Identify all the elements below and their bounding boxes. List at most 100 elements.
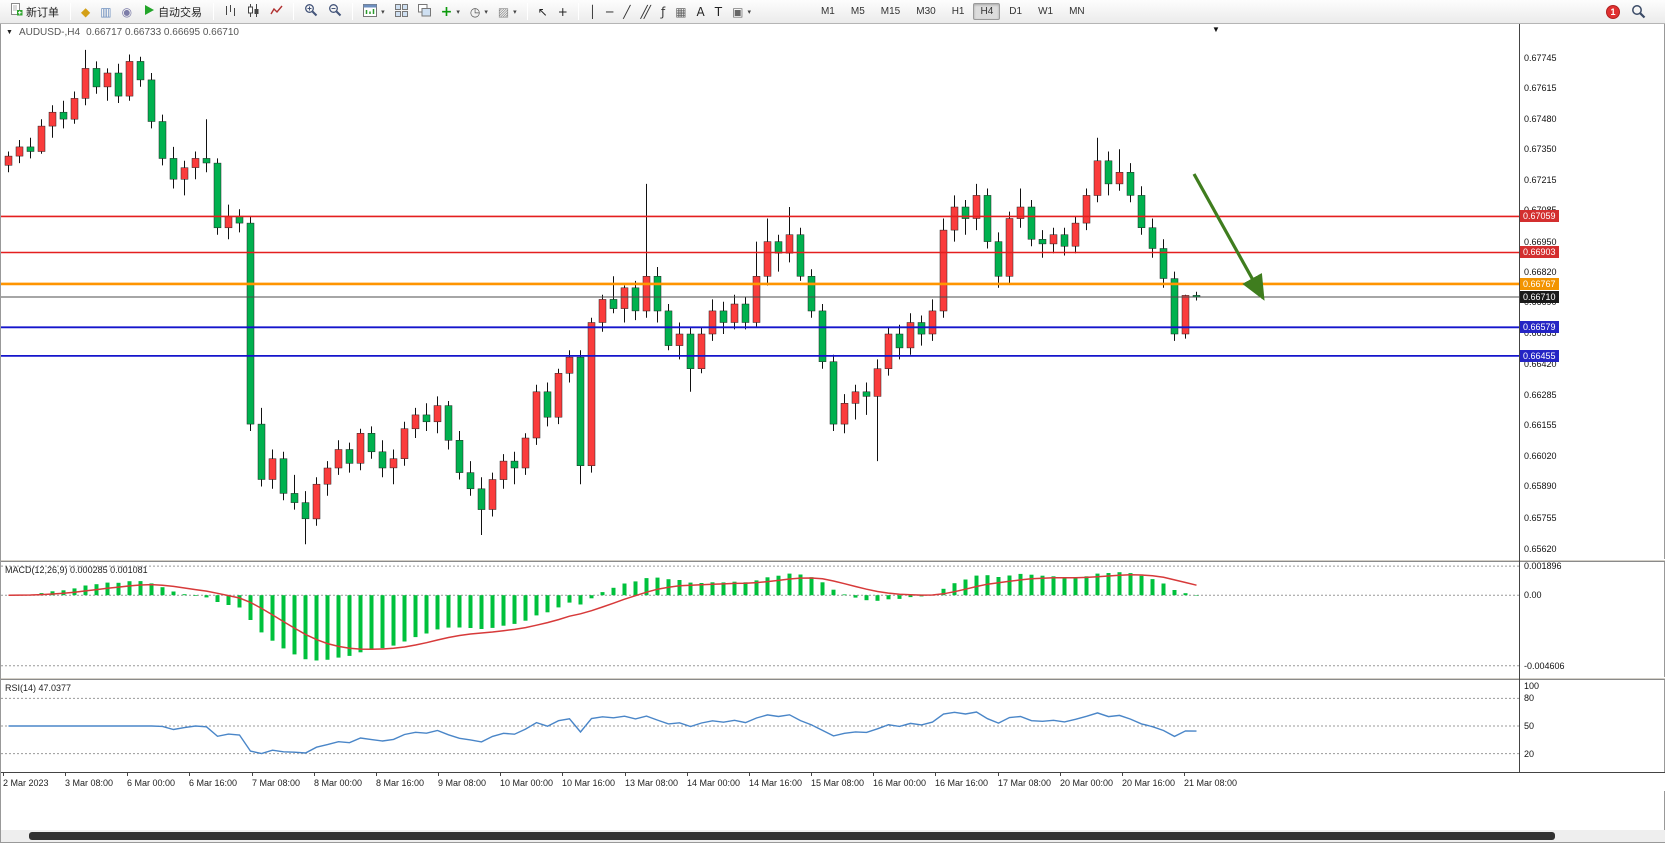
horizontal-scrollbar[interactable] xyxy=(1,830,1665,842)
toolbar-separator xyxy=(577,3,579,20)
chart-bars-button[interactable] xyxy=(220,2,241,22)
time-axis-label: 3 Mar 08:00 xyxy=(65,778,114,788)
text-button[interactable]: A xyxy=(693,2,709,22)
timeframe-H4[interactable]: H4 xyxy=(973,3,1001,20)
autotrading-button[interactable]: 自动交易 xyxy=(138,2,207,22)
zoom-out-icon xyxy=(328,3,342,20)
price-axis-label: 0.65755 xyxy=(1524,513,1557,523)
time-axis-label: 15 Mar 08:00 xyxy=(811,778,865,788)
tile-windows-icon xyxy=(394,3,408,20)
time-tick xyxy=(65,773,66,776)
data-window-icon: ▥ xyxy=(100,4,112,19)
channel-button[interactable]: ╱╱ xyxy=(637,2,655,22)
rsi-axis-label: 100 xyxy=(1524,681,1540,691)
scrollbar-thumb[interactable] xyxy=(29,832,1555,840)
timeframe-M5[interactable]: M5 xyxy=(850,6,865,17)
time-tick xyxy=(3,773,4,776)
zoom-in-button[interactable] xyxy=(300,2,322,22)
crosshair-button[interactable]: + xyxy=(554,2,572,22)
timeframe-M15[interactable]: M15 xyxy=(880,6,901,17)
time-axis-label: 10 Mar 00:00 xyxy=(500,778,554,788)
macd-name: MACD(12,26,9) xyxy=(5,565,68,575)
dropdown-arrow-icon: ▾ xyxy=(513,8,517,16)
trendline-icon: ╱ xyxy=(623,4,631,19)
macd-pane-plot[interactable] xyxy=(1,562,1519,677)
price-level-label: 0.66579 xyxy=(1520,321,1559,333)
periods-icon: ◷ xyxy=(469,4,481,19)
price-level-label: 0.67059 xyxy=(1520,210,1559,222)
main-chart-plot[interactable] xyxy=(1,24,1519,559)
trendline-button[interactable]: ╱ xyxy=(619,2,634,22)
arrow-marks-icon: T xyxy=(714,4,723,19)
time-tick xyxy=(1060,773,1061,776)
fibonacci-button[interactable]: ƒ xyxy=(657,2,669,22)
navigator-button[interactable]: ◉ xyxy=(118,2,136,22)
cursor-icon: ↖ xyxy=(537,4,548,19)
new-chart-button[interactable]: ▾ xyxy=(359,2,389,22)
crosshair-icon: + xyxy=(557,4,568,19)
time-tick xyxy=(749,773,750,776)
zoom-out-button[interactable] xyxy=(324,2,346,22)
time-axis-label: 16 Mar 16:00 xyxy=(935,778,989,788)
data-window-button[interactable]: ▥ xyxy=(96,2,115,22)
market-watch-button[interactable]: ◆ xyxy=(77,2,94,22)
chart-line-icon xyxy=(270,4,283,20)
new-order-button[interactable]: 新订单 xyxy=(5,2,64,22)
vertical-line-button[interactable]: │ xyxy=(585,2,600,22)
main-toolbar: 新订单 ◆ ▥ ◉ 自动交易 ▾ + ▾ ◷ ▾ ▨ ▾ ↖ + │ ─ ╱ ╱╱ ƒ ▦ A T ▣ ▾ M1 M5 M15 M30… xyxy=(0,0,1665,24)
objects-dropdown-button[interactable]: ▣ ▾ xyxy=(728,2,755,22)
timeframe-D1[interactable]: D1 xyxy=(1009,6,1023,17)
chart-bars-icon xyxy=(224,4,237,20)
pane-divider-macd[interactable] xyxy=(1,559,1665,562)
notification-badge[interactable]: 1 xyxy=(1606,4,1620,19)
timeframe-H1[interactable]: H1 xyxy=(951,6,965,17)
price-axis-line xyxy=(1519,24,1520,791)
time-axis-label: 17 Mar 08:00 xyxy=(998,778,1052,788)
toolbar-separator xyxy=(213,3,215,20)
cascade-windows-button[interactable] xyxy=(414,2,435,22)
chart-line-button[interactable] xyxy=(266,2,287,22)
price-axis-label: 0.66555 xyxy=(1524,328,1557,338)
time-tick xyxy=(1184,773,1185,776)
time-axis-label: 20 Mar 00:00 xyxy=(1060,778,1114,788)
new-order-label: 新订单 xyxy=(26,6,59,19)
time-axis-label: 8 Mar 00:00 xyxy=(314,778,363,788)
price-axis-label: 0.66420 xyxy=(1524,359,1557,369)
channel-icon: ╱╱ xyxy=(640,4,652,19)
search-button[interactable] xyxy=(1627,2,1650,22)
symbol-dropdown-icon[interactable]: ▼ xyxy=(6,29,13,36)
time-axis-label: 6 Mar 00:00 xyxy=(127,778,176,788)
timeframe-MN[interactable]: MN xyxy=(1069,6,1085,17)
cursor-button[interactable]: ↖ xyxy=(534,2,552,22)
timeframe-M1[interactable]: M1 xyxy=(820,6,835,17)
tile-windows-button[interactable] xyxy=(391,2,412,22)
arrow-marks-button[interactable]: T xyxy=(711,2,726,22)
pane-divider-rsi[interactable] xyxy=(1,677,1665,680)
indicators-button[interactable]: + ▾ xyxy=(437,2,464,22)
horizontal-line-button[interactable]: ─ xyxy=(602,2,617,22)
shapes-button[interactable]: ▦ xyxy=(671,2,690,22)
time-axis-label: 10 Mar 16:00 xyxy=(562,778,616,788)
timeframe-W1[interactable]: W1 xyxy=(1038,6,1054,17)
periods-button[interactable]: ◷ ▾ xyxy=(466,2,492,22)
timeframe-M30[interactable]: M30 xyxy=(916,6,936,17)
dropdown-arrow-icon: ▾ xyxy=(747,8,751,16)
indicators-icon: + xyxy=(440,3,453,20)
time-axis-label: 14 Mar 16:00 xyxy=(749,778,803,788)
time-axis-label: 6 Mar 16:00 xyxy=(189,778,238,788)
chart-candles-button[interactable] xyxy=(243,2,264,22)
templates-button[interactable]: ▨ ▾ xyxy=(494,2,521,22)
time-axis[interactable]: 2 Mar 2023 3 Mar 08:00 6 Mar 00:00 6 Mar 16… xyxy=(1,773,1665,791)
price-axis-label: 0.65890 xyxy=(1524,481,1557,491)
macd-axis-label: 0.001896 xyxy=(1524,561,1562,571)
rsi-pane-plot[interactable] xyxy=(1,680,1519,772)
time-tick xyxy=(625,773,626,776)
chart-shift-marker: ▼ xyxy=(1212,25,1220,34)
price-axis-label: 0.67350 xyxy=(1524,144,1557,154)
time-axis-line xyxy=(1,772,1665,773)
price-axis-label: 0.67615 xyxy=(1524,83,1557,93)
price-axis-label: 0.67480 xyxy=(1524,114,1557,124)
chart-window[interactable]: ▼ AUDUSD-,H4 0.66717 0.66733 0.66695 0.6… xyxy=(0,24,1665,843)
time-tick xyxy=(998,773,999,776)
time-tick xyxy=(376,773,377,776)
